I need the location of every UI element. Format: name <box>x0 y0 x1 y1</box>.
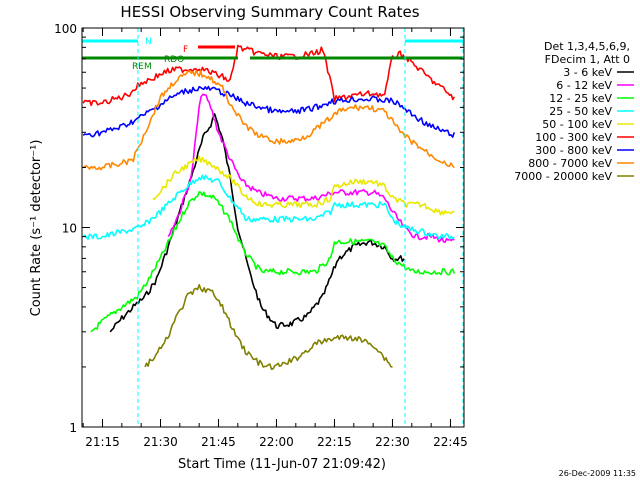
series-line-8 <box>144 284 393 370</box>
legend-entry: 12 - 25 keV <box>549 92 612 105</box>
y-axis-label: Count Rate (s⁻¹ detector⁻¹) <box>29 140 44 317</box>
series-0 <box>109 113 405 333</box>
y-tick-label: 1 <box>69 421 77 435</box>
series-1 <box>167 93 455 244</box>
legend-header: FDecim 1, Att 0 <box>545 53 630 66</box>
annotation-label: F <box>183 45 188 55</box>
x-tick-label: 22:45 <box>433 435 468 449</box>
series-line-1 <box>167 93 455 244</box>
legend-entry: 100 - 300 keV <box>535 131 612 144</box>
x-axis-label: Start Time (11-Jun-07 21:09:42) <box>178 457 386 472</box>
y-tick-label: 100 <box>54 22 77 36</box>
x-tick-label: 21:30 <box>143 435 178 449</box>
legend-entry: 300 - 800 keV <box>535 144 612 157</box>
legend-entry: 50 - 100 keV <box>542 118 612 131</box>
annotation-label: N <box>145 37 152 47</box>
axes: 21:15 21:30 21:45 22:00 22:15 22:30 22:45 1 10 10… <box>54 22 468 449</box>
series-line-3 <box>82 174 455 240</box>
series-line-4 <box>152 155 455 216</box>
legend-entry: 7000 - 20000 keV <box>514 170 612 183</box>
legend-header: Det 1,3,4,5,6,9, <box>544 40 630 53</box>
x-tick-label: 22:15 <box>317 435 352 449</box>
series-4 <box>152 155 455 216</box>
annotation-label: REM <box>132 62 152 72</box>
plot-area <box>82 44 456 370</box>
x-tick-label: 22:00 <box>259 435 294 449</box>
x-tick-label: 22:30 <box>375 435 410 449</box>
annotation-label: RDO <box>164 55 184 65</box>
x-tick-label: 21:45 <box>201 435 236 449</box>
x-tick-label: 21:15 <box>85 435 120 449</box>
legend-entry: 800 - 7000 keV <box>528 157 612 170</box>
series-line-2 <box>90 191 456 333</box>
series-6 <box>82 85 456 138</box>
legend: Det 1,3,4,5,6,9,FDecim 1, Att 03 - 6 keV… <box>514 40 634 183</box>
series-7 <box>82 70 455 171</box>
series-line-0 <box>109 113 405 333</box>
legend-entry: 25 - 50 keV <box>549 105 612 118</box>
timestamp: 26-Dec-2009 11:35 <box>559 469 636 478</box>
series-line-7 <box>82 70 455 171</box>
y-tick-label: 10 <box>62 222 77 236</box>
series-8 <box>144 284 393 370</box>
legend-entry: 6 - 12 keV <box>556 79 612 92</box>
series-2 <box>90 191 456 333</box>
series-line-6 <box>82 85 456 138</box>
chart-title: HESSI Observing Summary Count Rates <box>120 3 419 21</box>
legend-entry: 3 - 6 keV <box>563 66 612 79</box>
series-3 <box>82 174 455 240</box>
